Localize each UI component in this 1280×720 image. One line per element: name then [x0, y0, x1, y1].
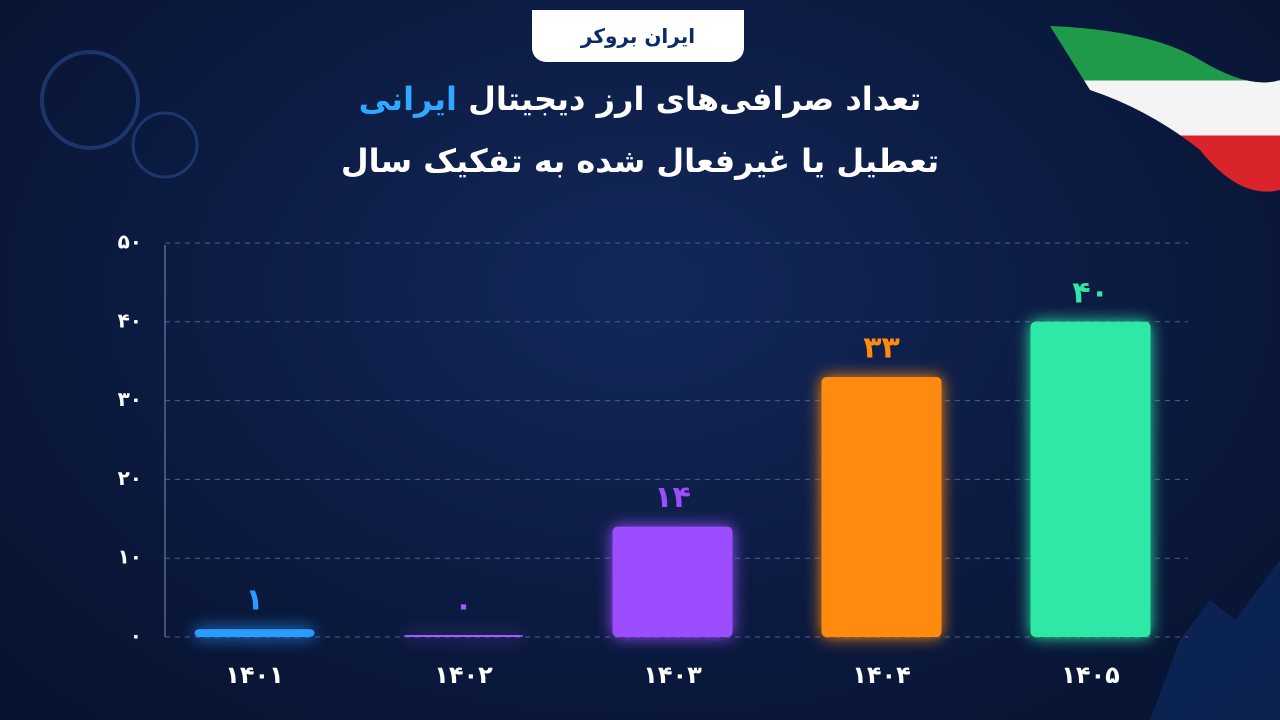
coin-icon: [40, 50, 140, 150]
title-text: تعداد صرافی‌های ارز دیجیتال: [468, 80, 922, 118]
bar: [821, 376, 942, 637]
title-highlight: ایرانی: [358, 80, 457, 118]
x-tick-label: ۱۴۰۳: [643, 661, 702, 689]
x-tick-label: ۱۴۰۴: [852, 661, 911, 689]
value-label: ۰: [454, 589, 472, 624]
bar: [403, 635, 524, 637]
value-label: ۳۳: [863, 330, 900, 365]
coin-icon: [131, 111, 199, 179]
y-tick-label: ۰: [130, 624, 142, 648]
x-tick-label: ۱۴۰۲: [434, 661, 493, 689]
y-tick-label: ۴۰: [118, 308, 142, 332]
value-label: ۱: [245, 583, 263, 618]
y-tick-label: ۲۰: [118, 466, 142, 490]
flag: [1050, 26, 1280, 192]
brand-logo: ایران بروکر: [532, 10, 744, 62]
bar: [612, 526, 733, 637]
y-tick-label: ۳۰: [118, 387, 142, 411]
x-tick-label: ۱۴۰۱: [225, 661, 284, 689]
x-tick-label: ۱۴۰۵: [1061, 661, 1120, 689]
value-label: ۴۰: [1072, 275, 1109, 310]
y-tick-label: ۵۰: [118, 230, 142, 254]
skyline: [1150, 560, 1280, 720]
bar: [194, 629, 315, 637]
y-tick-label: ۱۰: [118, 545, 142, 569]
chart-subtitle: تعطیل یا غیرفعال شده به تفکیک سال: [340, 142, 940, 180]
value-label: ۱۴: [654, 480, 691, 515]
titles: تعداد صرافی‌های ارز دیجیتال ایرانی تعطیل…: [0, 68, 1280, 192]
bar: [1030, 321, 1151, 637]
chart-title: تعداد صرافی‌های ارز دیجیتال ایرانی: [0, 68, 1280, 130]
